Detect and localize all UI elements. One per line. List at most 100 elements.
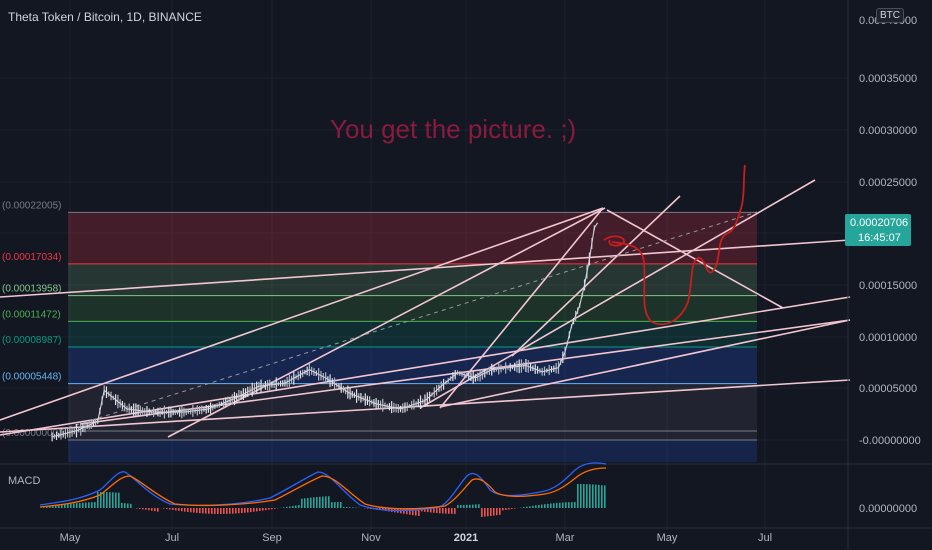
macd-bar (502, 508, 504, 511)
macd-bar (601, 485, 603, 508)
macd-bar (154, 508, 156, 512)
chart-title: Theta Token / Bitcoin, 1D, BINANCE (8, 10, 202, 24)
time-axis[interactable]: May Jul Sep Nov 2021 Mar May Jul (60, 532, 772, 544)
macd-bar (322, 496, 324, 508)
macd-bar (127, 503, 129, 508)
macd-bar (553, 503, 555, 508)
macd-bar (577, 484, 579, 508)
fib-label-5: (0.00005448) (2, 372, 62, 383)
x-tick-0: May (60, 532, 81, 544)
macd-bar (166, 508, 168, 510)
macd-bar (532, 505, 534, 508)
trend-line-4 (419, 179, 816, 409)
macd-bar (346, 507, 348, 508)
macd-bar (58, 505, 60, 508)
macd-bar (430, 508, 432, 513)
fib-label-1: (0.00017034) (2, 252, 62, 263)
macd-bar (91, 502, 93, 508)
macd-bar (472, 504, 474, 508)
y-tick-1: 0.00035000 (859, 73, 917, 85)
annotation-text: You get the picture. ;) (330, 114, 576, 144)
macd-bar (484, 508, 486, 517)
macd-bar (274, 508, 276, 509)
macd-bar (61, 504, 63, 508)
macd-bar (418, 508, 420, 516)
macd-bar (487, 508, 489, 517)
macd-bar (481, 508, 483, 517)
macd-bar (52, 506, 54, 508)
macd-bar (226, 508, 228, 514)
last-price-label (845, 214, 911, 246)
macd-bar (241, 508, 243, 514)
macd-bar (199, 508, 201, 514)
macd-bar (319, 496, 321, 508)
macd-bar (169, 508, 171, 510)
macd-bar (100, 492, 102, 508)
x-tick-3: Nov (361, 532, 381, 544)
macd-bar (385, 508, 387, 511)
macd-bar (436, 508, 438, 514)
price-line (51, 222, 599, 438)
macd-bar (214, 508, 216, 514)
macd-bar (571, 502, 573, 508)
macd-bar (103, 492, 105, 508)
macd-bar (352, 507, 354, 508)
fib-label-2: (0.00013958) (2, 284, 62, 295)
macd-bar (118, 492, 120, 508)
macd-bar (349, 507, 351, 508)
macd-bar (55, 505, 57, 508)
macd-bar (94, 502, 96, 508)
macd-bar (445, 508, 447, 514)
macd-bar (187, 508, 189, 512)
trend-line-2 (0, 207, 604, 421)
fib-band-extension (68, 440, 757, 462)
fib-label-3: (0.00011472) (2, 309, 61, 320)
macd-bar (190, 508, 192, 513)
macd-bar (598, 484, 600, 508)
trend-line-dashed (59, 211, 758, 431)
macd-bar (466, 504, 468, 508)
macd-bar (511, 508, 513, 510)
macd-bar (490, 508, 492, 516)
macd-bar (439, 508, 441, 514)
macd-bar (175, 508, 177, 511)
macd-bar (193, 508, 195, 513)
macd-bar (46, 507, 48, 508)
macd-line (39, 462, 607, 512)
trend-line-7 (606, 209, 784, 309)
macd-bar (595, 484, 597, 508)
macd-bar (223, 508, 225, 514)
macd-bar (151, 508, 153, 511)
macd-bar (565, 502, 567, 508)
fib-band-3 (68, 321, 757, 348)
macd-bar (592, 484, 594, 508)
macd-bar (130, 503, 132, 508)
macd-bar (550, 503, 552, 508)
currency-badge[interactable]: BTC (876, 8, 904, 23)
signal-line (39, 467, 607, 510)
macd-bar (529, 506, 531, 508)
macd-bar (433, 508, 435, 513)
macd-bar (586, 484, 588, 508)
y-tick-2: 0.00030000 (859, 125, 917, 137)
macd-bar (343, 507, 345, 508)
macd-bar (544, 504, 546, 508)
last-price-value: 0.00020706 (850, 217, 908, 229)
price-series (51, 222, 599, 442)
macd-bar (205, 508, 207, 514)
macd-bar (424, 508, 426, 512)
macd-bar (547, 503, 549, 508)
forecast-drawing (603, 164, 746, 326)
price-axis[interactable]: 0.000400000.000350000.000300000.00025000… (859, 15, 921, 447)
macd-bar (301, 498, 303, 508)
macd-bar (112, 492, 114, 508)
macd-bar (313, 497, 315, 508)
y-tick-3: 0.00025000 (859, 177, 917, 189)
macd-bar (271, 508, 273, 510)
y-tick-7: -0.00000000 (859, 435, 921, 447)
trend-line-5 (439, 319, 851, 408)
macd-bar (589, 484, 591, 508)
macd-bar (535, 505, 537, 508)
fib-label-0: (0.00022005) (2, 200, 62, 211)
